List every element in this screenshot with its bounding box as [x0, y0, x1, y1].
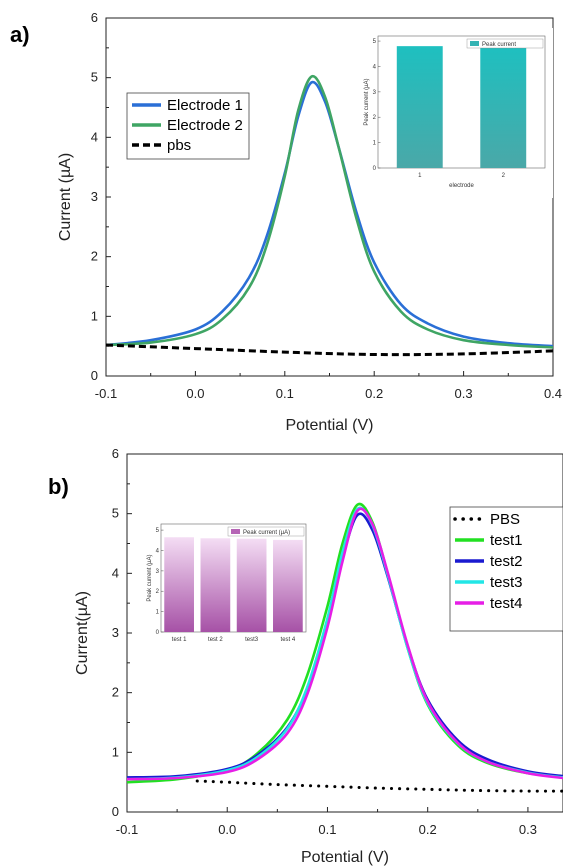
y-tick-label: 6	[112, 446, 119, 461]
inset-y-tick-label: 3	[373, 90, 377, 96]
inset-x-tick-label: test 2	[208, 637, 223, 643]
inset-bar	[200, 538, 231, 632]
inset-y-tick-label: 0	[156, 630, 160, 636]
inset-frame	[160, 523, 307, 633]
inset-bar	[236, 538, 267, 632]
inset-x-tick-label: test 1	[172, 637, 187, 643]
y-tick-label: 6	[91, 10, 98, 25]
y-tick-label: 5	[91, 70, 98, 85]
y-tick-label: 3	[91, 189, 98, 204]
series-line-electrode-1	[106, 80, 553, 348]
x-tick-label: 0.3	[455, 386, 473, 401]
inset-y-tick-label: 5	[156, 528, 160, 534]
legend: Electrode 1 Electrode 2 pbs	[126, 92, 250, 160]
inset-legend-swatch	[470, 41, 479, 46]
y-tick-label: 5	[112, 506, 119, 521]
legend-label: PBS	[490, 511, 520, 528]
y-axis-title: Current(µA)	[74, 591, 91, 675]
series-line-test4	[127, 507, 563, 781]
y-tick-label: 2	[91, 249, 98, 264]
y-tick-label: 2	[112, 685, 119, 700]
legend-label: Electrode 2	[167, 117, 243, 134]
legend: PBS test1 test2 test3 test4	[449, 506, 563, 632]
inset-x-tick-label: test3	[245, 637, 259, 643]
panel-b: b) 0 1 2 3 4 5 6 -0.1 0.0 0.1 0.2 0.3 Potential (V) Cu…	[48, 446, 563, 866]
panel-a: a) 0 1 2 3 4 5 6 -0.1 0.0 0.1 0.2 0.3 0.4 Potential (V…	[10, 10, 562, 434]
inset-legend-label: Peak current	[482, 42, 516, 48]
inset-bar	[480, 46, 527, 168]
inset-bar	[164, 537, 194, 632]
legend-box	[449, 506, 563, 632]
inset-y-tick-label: 2	[373, 115, 377, 121]
legend-label: Electrode 1	[167, 97, 243, 114]
x-tick-label: 0.2	[365, 386, 383, 401]
inset-y-axis-title: Peak current (µA)	[147, 554, 153, 601]
inset-x-axis-title: electrode	[449, 183, 474, 189]
x-tick-label: 0.1	[318, 822, 336, 837]
panel-label: b)	[48, 474, 69, 499]
legend-label: test2	[490, 553, 523, 570]
x-tick-label: 0.3	[519, 822, 537, 837]
x-tick-label: 0.4	[544, 386, 562, 401]
y-tick-label: 4	[91, 129, 98, 144]
inset-y-tick-label: 5	[373, 39, 377, 45]
series-line-electrode-2	[106, 74, 553, 349]
series-line-pbs	[106, 343, 553, 357]
inset-x-tick-label: test 4	[281, 637, 296, 643]
y-tick-label: 0	[91, 368, 98, 383]
inset-y-tick-label: 4	[373, 64, 377, 70]
inset-x-tick-label: 2	[502, 173, 506, 179]
inset-bar	[396, 46, 443, 168]
inset-y-tick-label: 4	[156, 548, 160, 554]
x-tick-label: 0.0	[218, 822, 236, 837]
series-group	[106, 74, 553, 357]
y-tick-label: 4	[112, 565, 119, 580]
series-group	[127, 502, 563, 793]
inset-bar	[273, 539, 303, 632]
inset-chart: 0 1 2 3 4 5 test 1 test 2 test3 test 4 Peak curren…	[147, 518, 310, 646]
series-line-pbs	[195, 779, 563, 793]
series-line-test2	[127, 512, 563, 779]
x-tick-label: -0.1	[116, 822, 138, 837]
inset-legend-box	[466, 38, 544, 49]
inset-legend-label: Peak current (µA)	[243, 530, 290, 536]
y-tick-label: 1	[91, 308, 98, 323]
legend-label: pbs	[167, 137, 191, 154]
inset-y-tick-label: 1	[373, 141, 377, 147]
inset-y-tick-label: 3	[156, 569, 160, 575]
inset-y-tick-label: 0	[373, 166, 377, 172]
inset-frame	[377, 35, 546, 169]
inset-x-tick-label: 1	[418, 173, 422, 179]
legend-label: test3	[490, 574, 523, 591]
inset-legend-swatch	[231, 529, 240, 534]
y-tick-label: 1	[112, 744, 119, 759]
legend-label: test4	[490, 595, 523, 612]
inset-legend-box	[227, 526, 305, 537]
inset-y-tick-label: 1	[156, 610, 160, 616]
x-tick-label: 0.0	[186, 386, 204, 401]
x-tick-label: -0.1	[95, 386, 117, 401]
y-axis-title: Current (µA)	[57, 153, 74, 241]
legend-label: test1	[490, 532, 523, 549]
inset-chart: 0 1 2 3 4 5 1 2 Peak current Peak current (µA) ele…	[363, 28, 553, 198]
x-axis-title: Potential (V)	[285, 417, 373, 434]
x-tick-label: 0.2	[419, 822, 437, 837]
inset-y-tick-label: 2	[156, 589, 160, 595]
inset-y-axis-title: Peak current (µA)	[364, 78, 370, 125]
x-axis-title: Potential (V)	[301, 849, 389, 866]
y-tick-label: 0	[112, 804, 119, 819]
panel-label: a)	[10, 22, 30, 47]
y-tick-label: 3	[112, 625, 119, 640]
x-tick-label: 0.1	[276, 386, 294, 401]
